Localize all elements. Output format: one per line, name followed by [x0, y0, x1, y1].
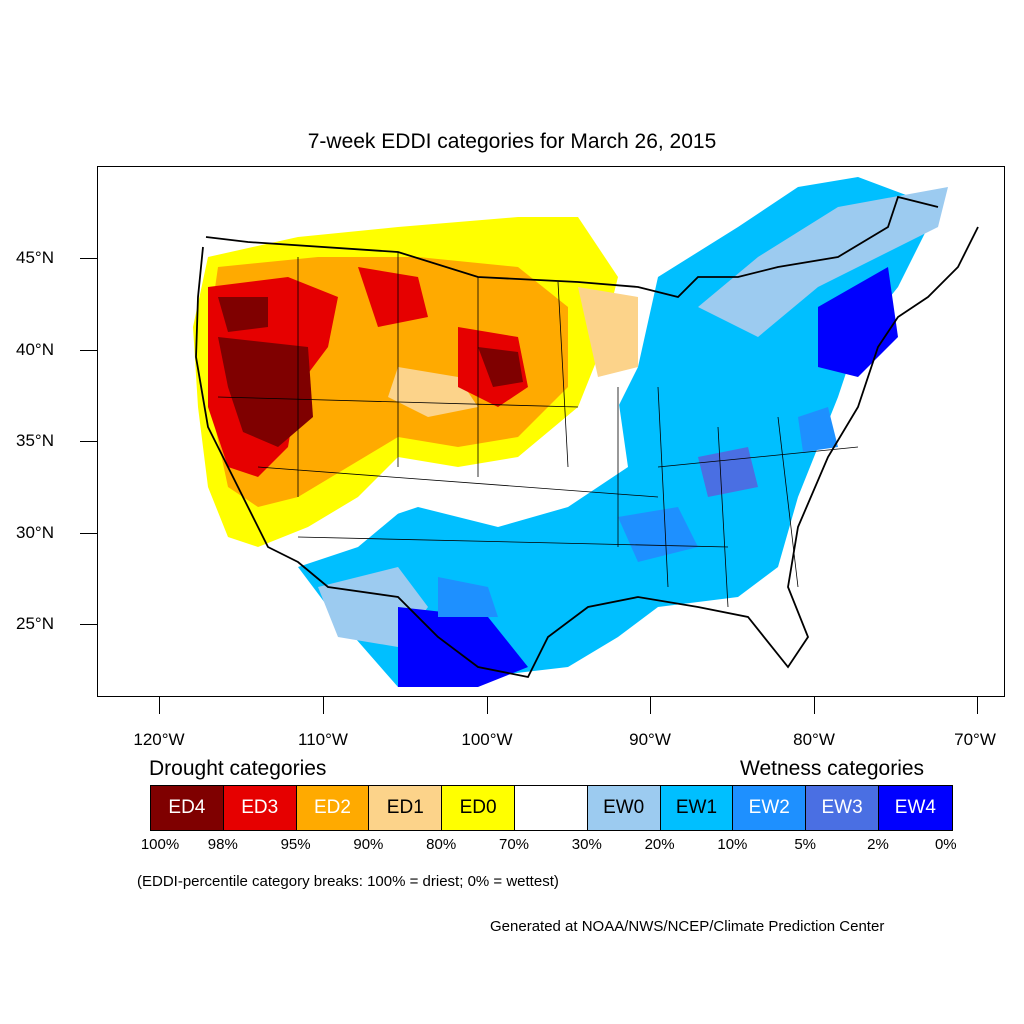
lon-label-90: 90°W: [629, 730, 671, 749]
break-label: 10%: [717, 836, 748, 853]
lat-label-45: 45°N: [16, 248, 54, 267]
lon-label-120: 120°W: [133, 730, 185, 749]
lat-label-40: 40°N: [16, 340, 54, 359]
break-label: 20%: [644, 836, 675, 853]
lon-tick-120: [159, 697, 160, 714]
credit-line: Generated at NOAA/NWS/NCEP/Climate Predi…: [490, 918, 885, 935]
legend-box-ew2: EW2: [733, 786, 807, 830]
lon-label-80: 80°W: [793, 730, 835, 749]
legend-box-ed3: ED3: [223, 786, 297, 830]
lat-label-35: 35°N: [16, 431, 54, 450]
legend-box-ew3: EW3: [806, 786, 879, 830]
break-label: 100%: [140, 836, 180, 853]
break-label: 95%: [280, 836, 311, 853]
legend-box-neutral: [514, 786, 588, 830]
legend-box-ew1: EW1: [660, 786, 734, 830]
lon-label-100: 100°W: [461, 730, 513, 749]
legend-box-ed2: ED2: [296, 786, 370, 830]
legend-box-ew4: EW4: [878, 786, 952, 830]
break-label: 98%: [207, 836, 238, 853]
lon-tick-100: [487, 697, 488, 714]
drought-heading: Drought categories: [149, 757, 327, 780]
lon-tick-90: [650, 697, 651, 714]
legend-box-ed4: ED4: [151, 786, 224, 830]
legend-box-ed0: ED0: [442, 786, 515, 830]
break-label: 30%: [571, 836, 602, 853]
lon-label-110: 110°W: [298, 730, 348, 749]
lat-tick-30: [80, 533, 97, 534]
category-legend: ED4 ED3 ED2 ED1 ED0 EW0 EW1 EW2 EW3 EW4: [150, 785, 953, 831]
break-label: 5%: [794, 836, 817, 853]
map-title: 7-week EDDI categories for March 26, 201…: [307, 130, 717, 153]
eddi-map-graphic: [193, 177, 979, 687]
lat-tick-40: [80, 350, 97, 351]
lat-label-30: 30°N: [16, 523, 54, 542]
lon-label-70: 70°W: [954, 730, 996, 749]
break-label: 2%: [867, 836, 889, 853]
lon-tick-110: [323, 697, 324, 714]
lat-tick-45: [80, 258, 97, 259]
breaks-note: (EDDI-percentile category breaks: 100% =…: [137, 873, 559, 890]
break-label: 80%: [426, 836, 457, 853]
break-label: 0%: [934, 836, 957, 853]
lon-tick-80: [814, 697, 815, 714]
wetness-heading: Wetness categories: [740, 757, 925, 780]
legend-box-ed1: ED1: [369, 786, 443, 830]
lon-tick-70: [977, 697, 978, 714]
lat-tick-25: [80, 624, 97, 625]
lat-label-25: 25°N: [16, 614, 54, 633]
break-label: 70%: [498, 836, 530, 853]
legend-box-ew0: EW0: [587, 786, 661, 830]
eddi-map: [97, 166, 1005, 697]
lat-tick-35: [80, 441, 97, 442]
break-label: 90%: [353, 836, 384, 853]
